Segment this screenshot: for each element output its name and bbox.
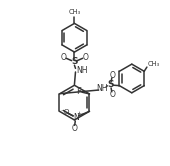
Text: O: O: [109, 90, 115, 99]
Text: CH₃: CH₃: [68, 9, 81, 15]
Text: ⁻O: ⁻O: [61, 109, 70, 115]
Text: O: O: [82, 53, 88, 62]
Text: NH: NH: [76, 66, 88, 75]
Text: S: S: [107, 80, 114, 89]
Text: CH₃: CH₃: [147, 61, 159, 67]
Text: S: S: [71, 57, 78, 66]
Text: F: F: [76, 87, 81, 96]
Text: O: O: [109, 71, 115, 80]
Text: NH: NH: [96, 84, 108, 93]
Text: O: O: [72, 124, 78, 133]
Text: O: O: [61, 53, 66, 62]
Text: +: +: [77, 111, 82, 116]
Text: N: N: [73, 113, 79, 122]
